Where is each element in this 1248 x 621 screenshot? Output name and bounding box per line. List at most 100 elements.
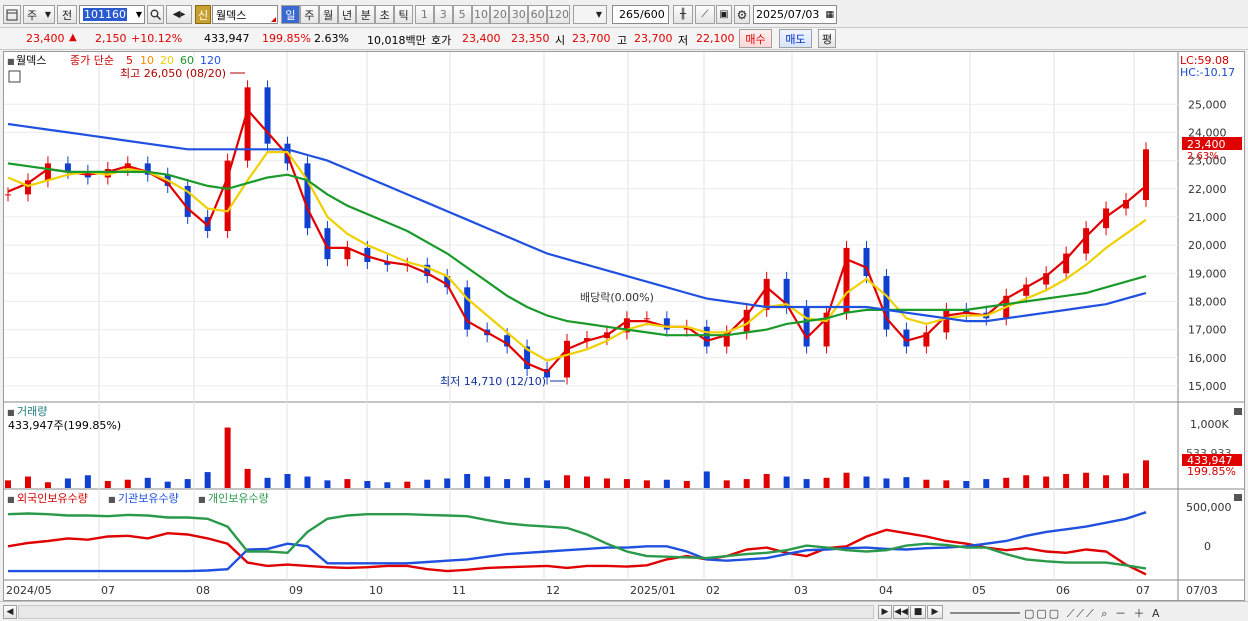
rewind-button[interactable]: ◀◀ xyxy=(893,605,909,619)
zoom-slider[interactable] xyxy=(950,605,1020,614)
candle-body xyxy=(544,369,551,378)
candle-type-button[interactable]: ╫ xyxy=(673,5,693,24)
sell-button[interactable]: 매도 xyxy=(779,29,812,48)
legend-dot-icon: ■ xyxy=(198,495,206,504)
legend-ma10: 10 xyxy=(140,54,154,67)
holding-line-1 xyxy=(8,511,1147,573)
interval-tab-6[interactable]: 60 xyxy=(528,5,548,24)
zoom-in-icon[interactable]: ＋ xyxy=(1133,607,1147,620)
sound-button[interactable]: ◀▸ xyxy=(166,5,192,24)
candle-body xyxy=(1043,273,1050,285)
x-axis-label: 08 xyxy=(196,584,210,597)
scroll-right-button[interactable]: ▶ xyxy=(878,605,892,619)
holding-line-2 xyxy=(7,512,1147,570)
volume-bar xyxy=(703,471,710,488)
candle-body xyxy=(324,228,331,260)
type-label: 전 xyxy=(61,8,73,22)
volume-panel xyxy=(5,427,1149,488)
market-select[interactable]: 주 ▼ xyxy=(23,5,55,24)
volume-bar xyxy=(1043,476,1050,488)
zoom-icon[interactable]: ⌕ xyxy=(1101,607,1110,620)
period-tab-3[interactable]: 년 xyxy=(337,5,357,24)
legend-dot-icon: ■ xyxy=(7,495,15,504)
y-axis-label: 24,000 xyxy=(1188,126,1227,139)
volume-bar xyxy=(204,472,211,488)
panel-close-icon[interactable] xyxy=(1234,408,1242,415)
volume-bar xyxy=(244,468,251,488)
interval-tab-2[interactable]: 5 xyxy=(452,5,472,24)
volume-bar xyxy=(104,481,111,488)
volume-bar xyxy=(723,480,730,488)
sell-label: 매도 xyxy=(785,32,806,46)
type-button[interactable]: 전 xyxy=(57,5,77,24)
period-tab-1[interactable]: 주 xyxy=(299,5,319,24)
stock-chart[interactable]: 2024/05 07 08 09 10 11 12 2025/01 02 03 04 05 06 07 07… xyxy=(4,52,1244,600)
candle-body xyxy=(1023,284,1030,296)
x-axis-label: 12 xyxy=(546,584,560,597)
settings-button[interactable]: ⚙ xyxy=(734,5,750,24)
buy-button[interactable]: 매수 xyxy=(739,29,772,48)
chevron-down-icon: ▼ xyxy=(44,10,51,19)
volume-bar xyxy=(883,478,890,488)
chart-tools[interactable]: ▢▢▢ ⟋⟋⟋ ⌕ － ＋ A xyxy=(1024,605,1224,620)
candle-body xyxy=(104,169,111,178)
holding-line-0 xyxy=(7,528,1147,576)
candle-body xyxy=(244,87,251,161)
scroll-left-button[interactable]: ◀ xyxy=(3,605,17,619)
average-button[interactable]: 평 xyxy=(818,29,836,48)
count-field[interactable]: 265/600 xyxy=(612,5,669,24)
volume-bar xyxy=(124,479,131,488)
period-tab-5[interactable]: 초 xyxy=(375,5,395,24)
period-tab-6[interactable]: 틱 xyxy=(394,5,414,24)
period-tab-2[interactable]: 월 xyxy=(318,5,338,24)
volume-ratio: 199.85% xyxy=(262,32,311,45)
gear-icon: ⚙ xyxy=(736,7,748,22)
table-toggle-icon[interactable] xyxy=(8,70,21,83)
interval-tab-7[interactable]: 120 xyxy=(547,5,571,24)
panel-close-icon[interactable] xyxy=(1234,494,1242,501)
font-size-icon[interactable]: A xyxy=(1151,607,1162,620)
candle-body xyxy=(424,264,431,277)
stop-button[interactable]: ■ xyxy=(910,605,926,619)
candle-body xyxy=(44,163,51,181)
bid-price: 23,350 xyxy=(511,32,550,45)
draw-tool-button[interactable]: ⟋ xyxy=(695,5,715,24)
interval-tab-5[interactable]: 30 xyxy=(509,5,529,24)
holding-panel xyxy=(7,511,1147,576)
volume-bar xyxy=(344,479,351,488)
period-tab-0[interactable]: 일 xyxy=(281,5,300,24)
volume-bar xyxy=(1143,460,1149,488)
date-field[interactable]: 2025/07/03 ▦ xyxy=(753,5,837,24)
save-button[interactable]: ▣ xyxy=(716,5,732,24)
stock-name-field[interactable]: 월덱스 xyxy=(212,5,278,24)
zoom-out-icon[interactable]: － xyxy=(1114,607,1128,620)
candlestick-icon: ╫ xyxy=(679,9,687,20)
play-button[interactable]: ▶ xyxy=(927,605,943,619)
high-annotation: 최고 26,050 (08/20) xyxy=(120,67,226,80)
custom-interval-select[interactable]: ▼ xyxy=(573,5,607,24)
search-button[interactable] xyxy=(147,5,164,24)
volume-bar xyxy=(863,476,870,488)
period-tab-4[interactable]: 분 xyxy=(356,5,376,24)
interval-tab-3[interactable]: 10 xyxy=(471,5,491,24)
low-label: 저 xyxy=(678,34,689,47)
volume-bar xyxy=(504,479,511,488)
stock-code-input[interactable]: 101160 ▼ xyxy=(79,5,145,24)
candle-body xyxy=(783,278,790,308)
chart-area[interactable]: 2024/05 07 08 09 10 11 12 2025/01 02 03 04 05 06 07 07… xyxy=(3,51,1245,601)
window-menu-icon[interactable] xyxy=(3,5,21,24)
volume-bar xyxy=(564,475,571,488)
interval-tab-4[interactable]: 20 xyxy=(490,5,510,24)
layout-icon[interactable]: ▢▢▢ xyxy=(1024,607,1062,620)
horizontal-scrollbar[interactable] xyxy=(18,605,874,619)
volume-bar xyxy=(5,480,11,488)
draw-icons[interactable]: ⟋⟋⟋ xyxy=(1066,607,1096,620)
volume-bar xyxy=(603,478,610,488)
interval-tab-0[interactable]: 1 xyxy=(415,5,434,24)
candle-body xyxy=(723,332,730,347)
volume-bar xyxy=(484,476,491,488)
interval-tab-1[interactable]: 3 xyxy=(433,5,453,24)
chart-grid xyxy=(4,52,1244,600)
candle-body xyxy=(264,87,271,144)
candle-body xyxy=(1083,228,1090,254)
